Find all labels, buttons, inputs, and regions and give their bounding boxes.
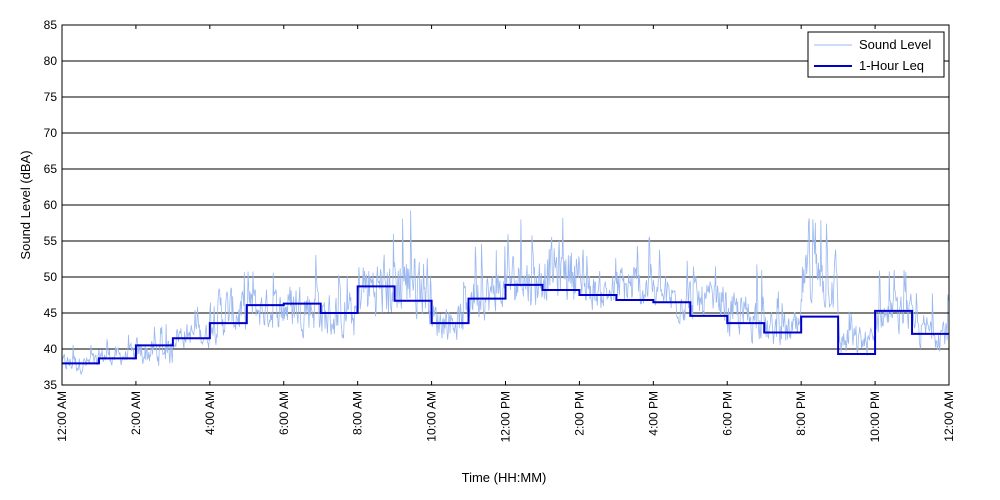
leq-step-line (62, 283, 949, 365)
x-tick-label: 10:00 PM (868, 391, 882, 442)
legend: Sound Level 1-Hour Leq (807, 31, 945, 78)
x-tick-label: 2:00 AM (129, 391, 143, 435)
legend-label-sound-level: Sound Level (859, 37, 931, 52)
x-tick-label: 10:00 AM (425, 391, 439, 442)
legend-label-1-hour-leq: 1-Hour Leq (859, 58, 924, 73)
y-tick-label: 80 (44, 54, 58, 68)
x-tick-label: 12:00 AM (942, 391, 956, 442)
x-axis-ticks: 12:00 AM 2:00 AM 4:00 AM 6:00 AM 8:00 AM 10:0… (55, 25, 956, 442)
y-tick-label: 45 (44, 306, 58, 320)
y-tick-label: 70 (44, 126, 58, 140)
y-tick-label: 75 (44, 90, 58, 104)
series-sound-level (61, 210, 949, 375)
x-tick-label: 12:00 PM (499, 391, 513, 442)
y-axis-title: Sound Level (dBA) (18, 150, 33, 259)
x-axis-title: Time (HH:MM) (462, 470, 547, 485)
y-axis-ticks: 35 40 45 50 55 60 65 70 75 80 85 (44, 18, 949, 392)
x-tick-label: 6:00 AM (277, 391, 291, 435)
y-tick-label: 50 (44, 270, 58, 284)
sound-level-line (61, 210, 949, 375)
x-tick-label: 12:00 AM (55, 391, 69, 442)
x-tick-label: 4:00 PM (646, 391, 660, 436)
y-tick-label: 40 (44, 342, 58, 356)
series-1-hour-leq (62, 283, 949, 365)
x-tick-label: 8:00 AM (351, 391, 365, 435)
y-tick-label: 65 (44, 162, 58, 176)
y-tick-label: 85 (44, 18, 58, 32)
x-tick-label: 8:00 PM (794, 391, 808, 436)
legend-box (807, 31, 945, 78)
x-tick-label: 4:00 AM (203, 391, 217, 435)
y-tick-label: 55 (44, 234, 58, 248)
y-tick-label: 60 (44, 198, 58, 212)
x-tick-label: 2:00 PM (572, 391, 586, 436)
x-tick-label: 6:00 PM (720, 391, 734, 436)
y-tick-label: 35 (44, 378, 58, 392)
